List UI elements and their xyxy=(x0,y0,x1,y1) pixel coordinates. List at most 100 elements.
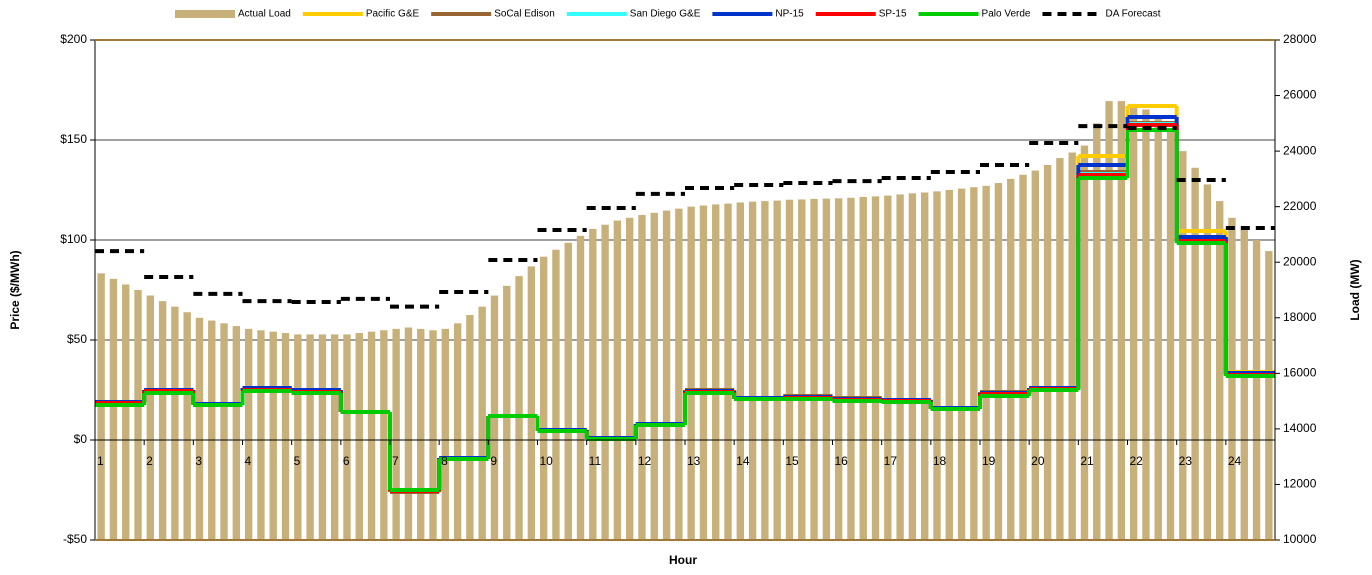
load-bar xyxy=(527,266,536,540)
y-tick-label: $150 xyxy=(60,132,87,146)
y-tick-label: $100 xyxy=(60,232,87,246)
x-tick-label: 2 xyxy=(146,454,153,468)
load-bar xyxy=(171,306,179,540)
load-bar xyxy=(699,205,708,541)
load-bar xyxy=(503,285,511,540)
load-bar xyxy=(798,199,806,540)
load-bar xyxy=(736,202,744,540)
load-bar xyxy=(404,327,413,540)
x-tick-label: 5 xyxy=(294,454,301,468)
load-bar xyxy=(1093,123,1101,540)
x-tick-label: 24 xyxy=(1228,454,1242,468)
load-bar xyxy=(158,301,167,540)
load-bar xyxy=(294,334,302,540)
x-tick-label: 4 xyxy=(245,454,252,468)
load-bar xyxy=(380,330,388,540)
load-bar xyxy=(576,235,585,541)
x-tick-label: 15 xyxy=(785,454,799,468)
load-bar xyxy=(748,201,757,540)
load-bar xyxy=(281,333,290,540)
load-bar xyxy=(834,198,843,541)
load-bar xyxy=(1105,101,1113,540)
legend-label: SP-15 xyxy=(879,9,907,20)
load-bar xyxy=(847,197,855,540)
legend-label: NP-15 xyxy=(775,9,804,20)
load-bar xyxy=(269,331,277,540)
load-bar xyxy=(1068,152,1076,540)
load-bar xyxy=(724,203,732,540)
load-bar xyxy=(122,284,130,540)
load-bar xyxy=(933,191,941,540)
y-tick-label: $0 xyxy=(74,432,88,446)
load-bar xyxy=(257,330,265,540)
y2-tick-label: 16000 xyxy=(1283,366,1317,380)
load-bar xyxy=(564,242,572,540)
load-bar xyxy=(859,196,867,540)
legend-label: San Diego G&E xyxy=(630,9,701,20)
load-bar xyxy=(1166,131,1175,540)
y-tick-label: $200 xyxy=(60,32,87,46)
y-tick-label: -$50 xyxy=(63,532,87,546)
y2-tick-label: 20000 xyxy=(1283,254,1317,268)
load-bar xyxy=(957,188,966,540)
load-bar xyxy=(1142,109,1150,540)
y2-tick-label: 24000 xyxy=(1283,143,1317,157)
load-bar xyxy=(1043,165,1052,540)
y-tick-label: $50 xyxy=(67,332,87,346)
load-bar xyxy=(675,208,683,540)
x-tick-label: 23 xyxy=(1179,454,1193,468)
load-bar xyxy=(1117,101,1126,540)
x-tick-label: 7 xyxy=(392,454,399,468)
load-bar xyxy=(539,256,548,540)
load-bar xyxy=(908,193,917,541)
x-axis-title: Hour xyxy=(669,553,697,567)
x-tick-label: 16 xyxy=(835,454,849,468)
load-bar xyxy=(662,210,671,541)
load-bar xyxy=(994,183,1003,541)
load-bar xyxy=(1007,178,1015,540)
load-bar xyxy=(355,333,363,540)
load-bar xyxy=(331,334,339,540)
load-bar xyxy=(1031,170,1039,541)
load-bar xyxy=(441,328,449,540)
x-tick-label: 11 xyxy=(589,454,602,468)
load-bar xyxy=(146,295,154,540)
axes: -$50 $0 $50 $100 $150 $200 10000 12000 14000 1600… xyxy=(60,32,1316,546)
legend-label: Palo Verde xyxy=(982,9,1031,20)
x-tick-label: 18 xyxy=(933,454,947,468)
load-bar xyxy=(1191,167,1199,540)
load-bar xyxy=(1080,145,1089,541)
load-bar xyxy=(1019,174,1027,540)
y2-tick-label: 18000 xyxy=(1283,310,1317,324)
y-axis-title: Price ($/MWh) xyxy=(8,250,22,329)
legend-label: DA Forecast xyxy=(1105,9,1160,20)
price-lines xyxy=(95,104,1275,494)
load-bar xyxy=(773,200,781,541)
x-tick-label: 22 xyxy=(1130,454,1144,468)
load-bar xyxy=(343,334,351,540)
x-tick-label: 17 xyxy=(884,454,898,468)
x-tick-label: 20 xyxy=(1031,454,1045,468)
load-bar xyxy=(810,198,818,540)
load-bar xyxy=(1203,184,1212,540)
x-tick-label: 21 xyxy=(1080,454,1094,468)
load-bar xyxy=(1228,217,1236,540)
load-bar xyxy=(785,199,794,540)
x-tick-label: 13 xyxy=(687,454,701,468)
legend: Actual Load Pacific G&E SoCal Edison San Di… xyxy=(175,9,1161,20)
load-bar xyxy=(1252,240,1261,540)
load-bar xyxy=(552,249,560,540)
load-bar xyxy=(871,196,880,540)
load-bar xyxy=(896,194,904,540)
load-bar xyxy=(1240,228,1248,540)
load-bar xyxy=(638,215,646,540)
y2-tick-label: 22000 xyxy=(1283,199,1317,213)
x-tick-label: 14 xyxy=(736,454,750,468)
legend-label: SoCal Edison xyxy=(494,9,555,20)
load-bar xyxy=(367,331,376,540)
load-bar xyxy=(1056,158,1064,541)
legend-swatch xyxy=(175,10,235,18)
load-bar xyxy=(712,204,720,540)
